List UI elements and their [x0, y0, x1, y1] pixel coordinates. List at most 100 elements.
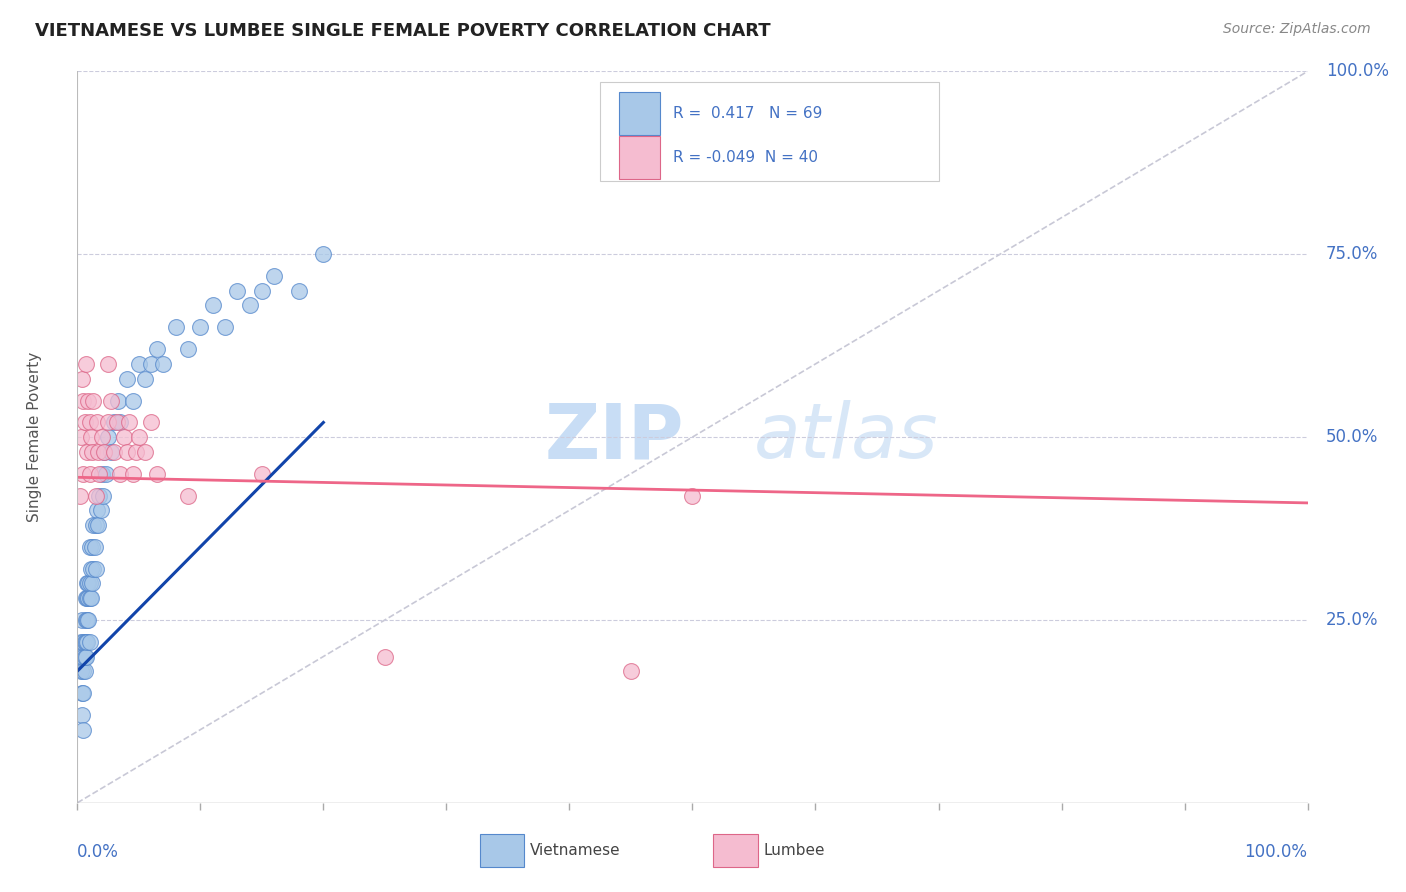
Point: [69, 489, 91, 503]
Point: [72, 723, 94, 737]
Point: [89, 489, 111, 503]
Text: atlas: atlas: [754, 401, 938, 474]
Text: 100.0%: 100.0%: [1244, 843, 1308, 861]
Point: [134, 371, 156, 385]
Point: [79, 416, 101, 430]
Point: [97, 430, 120, 444]
Point: [73, 416, 96, 430]
Point: [90, 467, 114, 481]
Point: [177, 489, 200, 503]
Point: [82, 540, 104, 554]
Point: [70, 686, 93, 700]
Point: [97, 416, 120, 430]
Text: Source: ZipAtlas.com: Source: ZipAtlas.com: [1223, 22, 1371, 37]
Point: [86, 416, 108, 430]
Point: [84, 489, 107, 503]
Point: [288, 284, 311, 298]
Point: [73, 649, 96, 664]
Point: [73, 635, 96, 649]
Point: [620, 664, 643, 678]
Point: [86, 503, 108, 517]
Point: [105, 416, 128, 430]
Point: [76, 576, 98, 591]
Point: [141, 416, 163, 430]
Text: 100.0%: 100.0%: [1326, 62, 1389, 80]
Point: [118, 416, 141, 430]
Point: [75, 357, 97, 371]
Point: [201, 298, 224, 312]
Point: [100, 444, 122, 458]
Point: [226, 284, 249, 298]
Point: [77, 393, 100, 408]
Point: [90, 430, 114, 444]
Point: [70, 635, 93, 649]
Point: [84, 562, 107, 576]
Point: [79, 576, 101, 591]
Point: [79, 540, 101, 554]
Point: [125, 444, 148, 458]
Point: [89, 467, 111, 481]
Point: [103, 416, 125, 430]
Point: [165, 320, 187, 334]
Point: [128, 357, 150, 371]
Point: [72, 664, 94, 678]
Point: [77, 576, 100, 591]
Point: [80, 562, 103, 576]
Point: [134, 444, 156, 458]
Point: [110, 467, 132, 481]
Point: [75, 649, 97, 664]
Point: [76, 444, 98, 458]
Point: [146, 343, 169, 357]
Text: R =  0.417   N = 69: R = 0.417 N = 69: [673, 106, 823, 121]
Point: [374, 649, 396, 664]
Point: [112, 430, 135, 444]
FancyBboxPatch shape: [713, 833, 758, 867]
Point: [121, 393, 143, 408]
Text: 75.0%: 75.0%: [1326, 245, 1378, 263]
Point: [69, 649, 91, 664]
Point: [115, 371, 138, 385]
Point: [72, 393, 94, 408]
Point: [103, 444, 125, 458]
Point: [110, 416, 132, 430]
Point: [93, 444, 115, 458]
Point: [80, 591, 103, 605]
Point: [82, 393, 104, 408]
Point: [93, 444, 115, 458]
Point: [263, 269, 285, 284]
Text: 25.0%: 25.0%: [1326, 611, 1378, 629]
Point: [76, 613, 98, 627]
Point: [79, 467, 101, 481]
FancyBboxPatch shape: [619, 92, 661, 135]
Text: R = -0.049  N = 40: R = -0.049 N = 40: [673, 150, 818, 165]
Point: [83, 540, 105, 554]
Point: [188, 320, 212, 334]
Point: [250, 284, 273, 298]
Point: [250, 467, 273, 481]
Point: [72, 649, 94, 664]
FancyBboxPatch shape: [479, 833, 524, 867]
Point: [72, 686, 94, 700]
Point: [177, 343, 200, 357]
Point: [91, 489, 114, 503]
Text: Single Female Poverty: Single Female Poverty: [27, 352, 42, 522]
Point: [82, 562, 104, 576]
Point: [682, 489, 704, 503]
Point: [72, 635, 94, 649]
Point: [80, 430, 103, 444]
Point: [75, 635, 97, 649]
Point: [70, 613, 93, 627]
Point: [152, 357, 174, 371]
Point: [128, 430, 150, 444]
Point: [73, 664, 96, 678]
Point: [70, 430, 93, 444]
Point: [79, 591, 101, 605]
Point: [239, 298, 262, 312]
Point: [70, 664, 93, 678]
Point: [70, 708, 93, 723]
Point: [214, 320, 236, 334]
Point: [115, 444, 138, 458]
Point: [146, 467, 169, 481]
Point: [72, 467, 94, 481]
Text: 0.0%: 0.0%: [77, 843, 120, 861]
